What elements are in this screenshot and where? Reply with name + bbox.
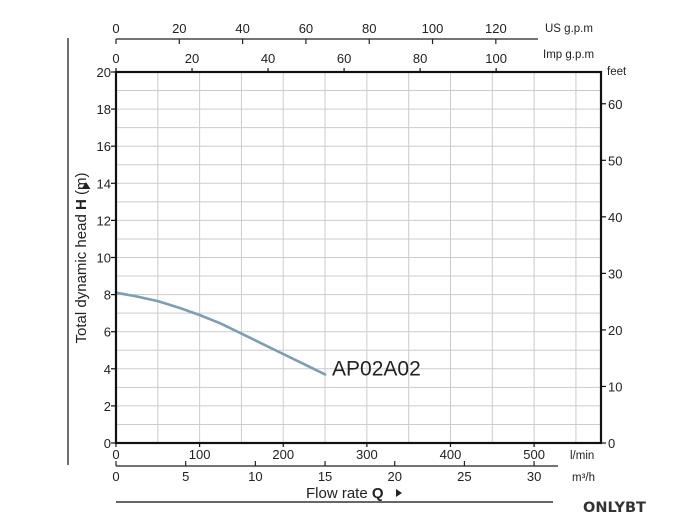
m3h-tick-label: 15 [318,469,332,484]
series-label: AP02A02 [332,357,421,380]
us-gpm-tick-label: 20 [172,21,186,36]
y-tick-label: 16 [97,139,111,154]
imp-gpm-tick-label: 20 [185,51,199,66]
series-layer: AP02A02 [114,291,421,380]
x-axis-title: Flow rate Q [306,485,384,502]
x-tick-label: 400 [440,447,462,462]
m3h-tick-label: 0 [112,469,119,484]
imp-gpm-unit-label: Imp g.p.m [543,49,594,61]
y-arrow-icon [81,182,91,189]
x-tick-label: 200 [272,447,294,462]
x-arrow-icon [396,489,402,497]
y-axis-title: Total dynamic head H (m) [73,173,90,344]
m3h-tick-label: 30 [527,469,541,484]
feet-unit-label: feet [607,66,627,78]
x-tick-label: 300 [356,447,378,462]
us-gpm-tick-label: 0 [112,21,119,36]
y-tick-label: 12 [97,213,111,228]
feet-tick-label: 50 [608,153,622,168]
us-gpm-tick-label: 100 [422,21,444,36]
y-tick-label: 4 [104,362,111,377]
us-gpm-tick-label: 120 [485,21,507,36]
m3h-tick-label: 10 [248,469,262,484]
m3h-tick-label: 25 [457,469,471,484]
feet-tick-label: 0 [608,436,615,451]
x-tick-label: 0 [112,447,119,462]
brand-text: ONLYBT [583,500,646,516]
brand-logo [553,491,681,523]
x-tick-label: 100 [189,447,211,462]
m3h-unit-label: m³/h [572,472,595,484]
y-tick-label: 10 [97,251,111,266]
us-gpm-unit-label: US g.p.m [545,23,593,35]
us-gpm-tick-label: 60 [299,21,313,36]
us-gpm-tick-label: 80 [362,21,376,36]
y-tick-label: 6 [104,325,111,340]
imp-gpm-tick-label: 0 [112,51,119,66]
x-tick-label: 500 [523,447,545,462]
feet-tick-label: 40 [608,210,622,225]
imp-gpm-tick-label: 40 [261,51,275,66]
imp-gpm-tick-label: 80 [413,51,427,66]
m3h-tick-label: 20 [388,469,402,484]
y-tick-label: 20 [97,65,111,80]
y-tick-label: 8 [104,288,111,303]
us-gpm-tick-label: 40 [235,21,249,36]
imp-gpm-tick-label: 60 [337,51,351,66]
lmin-unit-label: l/min [570,450,594,462]
feet-tick-label: 60 [608,97,622,112]
series-line-ap02a02 [114,291,327,376]
y-tick-label: 0 [104,436,111,451]
feet-tick-label: 30 [608,266,622,281]
imp-gpm-tick-label: 100 [485,51,507,66]
m3h-tick-label: 5 [182,469,189,484]
feet-tick-label: 20 [608,323,622,338]
y-tick-label: 18 [97,102,111,117]
grid-lines [116,72,601,443]
feet-tick-label: 10 [608,379,622,394]
y-tick-label: 2 [104,399,111,414]
y-tick-label: 14 [97,176,111,191]
